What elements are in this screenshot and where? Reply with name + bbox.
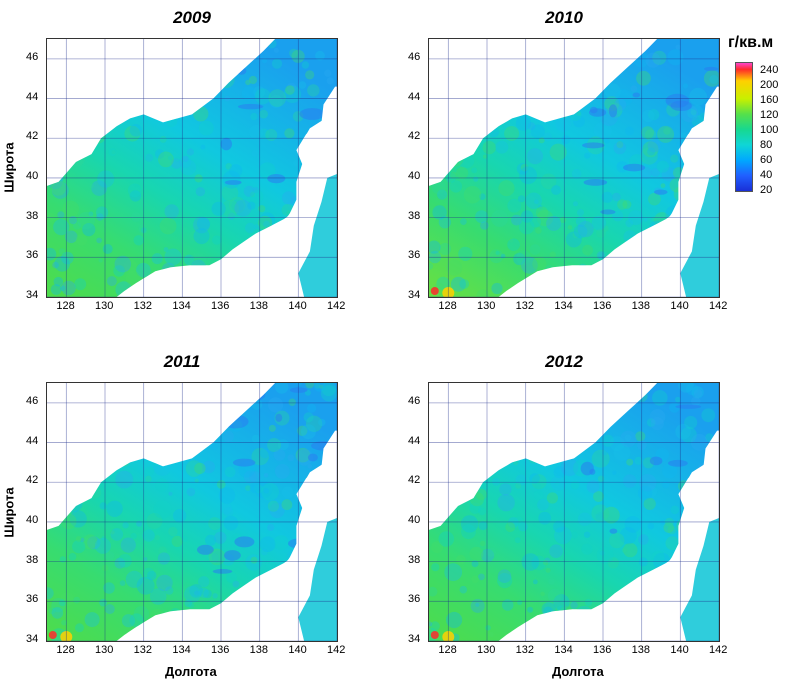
longitude-tick-label: 130 bbox=[477, 644, 496, 656]
panel-title-2011: 2011 bbox=[163, 352, 201, 371]
longitude-tick-label: 140 bbox=[670, 644, 689, 656]
legend-unit: г/кв.м bbox=[728, 34, 774, 51]
x-axis-title: Долгота bbox=[165, 664, 217, 679]
longitude-tick-label: 136 bbox=[211, 300, 230, 312]
longitude-tick-label: 138 bbox=[249, 644, 269, 656]
latitude-tick-label: 38 bbox=[26, 209, 39, 222]
latitude-tick-label: 46 bbox=[26, 394, 39, 407]
longitude-tick-label: 130 bbox=[95, 644, 114, 656]
pacific-sea bbox=[680, 518, 719, 641]
latitude-tick-label: 44 bbox=[26, 90, 39, 103]
longitude-tick-label: 128 bbox=[56, 300, 75, 312]
latitude-tick-label: 36 bbox=[408, 249, 421, 262]
latitude-tick-label: 44 bbox=[408, 434, 421, 447]
latitude-tick-label: 40 bbox=[26, 513, 39, 526]
longitude-tick-label: 142 bbox=[327, 300, 346, 312]
longitude-tick-label: 140 bbox=[288, 644, 307, 656]
latitude-tick-label: 36 bbox=[26, 249, 39, 262]
legend-tick-label: 20 bbox=[760, 184, 773, 196]
latitude-tick-label: 34 bbox=[26, 633, 39, 645]
legend-tick-label: 120 bbox=[760, 109, 779, 121]
chlorophyll-map bbox=[429, 383, 719, 641]
latitude-tick-label: 34 bbox=[408, 633, 421, 645]
legend-tick-label: 80 bbox=[760, 139, 773, 151]
japan-land bbox=[120, 86, 337, 297]
pacific-sea bbox=[298, 518, 337, 641]
longitude-tick-label: 138 bbox=[631, 300, 651, 312]
latitude-tick-label: 46 bbox=[26, 50, 39, 63]
longitude-tick-label: 130 bbox=[95, 300, 114, 312]
longitude-tick-label: 136 bbox=[593, 300, 612, 312]
panel-title-2012: 2012 bbox=[545, 352, 583, 371]
latitude-tick-label: 40 bbox=[408, 513, 421, 526]
latitude-tick-label: 40 bbox=[408, 169, 421, 182]
latitude-tick-label: 34 bbox=[408, 289, 421, 301]
longitude-tick-label: 132 bbox=[133, 644, 153, 656]
latitude-tick-label: 42 bbox=[408, 130, 421, 143]
longitude-tick-label: 142 bbox=[709, 300, 728, 312]
latitude-tick-label: 40 bbox=[26, 169, 39, 182]
longitude-tick-label: 138 bbox=[249, 300, 269, 312]
chlorophyll-map bbox=[47, 39, 337, 297]
longitude-tick-label: 132 bbox=[133, 300, 153, 312]
legend-tick-label: 160 bbox=[760, 94, 779, 106]
longitude-tick-label: 134 bbox=[172, 300, 191, 312]
longitude-tick-label: 134 bbox=[554, 644, 573, 656]
chlorophyll-map bbox=[47, 383, 337, 641]
longitude-tick-label: 142 bbox=[327, 644, 346, 656]
legend-tick-label: 60 bbox=[760, 154, 773, 166]
longitude-tick-label: 138 bbox=[631, 644, 651, 656]
longitude-tick-label: 132 bbox=[515, 300, 535, 312]
latitude-tick-label: 44 bbox=[26, 434, 39, 447]
latitude-tick-label: 46 bbox=[408, 50, 421, 63]
legend-tick-label: 240 bbox=[760, 64, 779, 76]
latitude-tick-label: 42 bbox=[26, 130, 39, 143]
latitude-tick-label: 38 bbox=[408, 209, 421, 222]
panel-title-2010: 2010 bbox=[545, 8, 583, 27]
japan-land bbox=[502, 86, 719, 297]
latitude-tick-label: 46 bbox=[408, 394, 421, 407]
y-axis-title: Широта bbox=[1, 142, 17, 193]
longitude-tick-label: 132 bbox=[515, 644, 535, 656]
longitude-tick-label: 140 bbox=[288, 300, 307, 312]
panel-title-2009: 2009 bbox=[173, 8, 211, 27]
longitude-tick-label: 134 bbox=[172, 644, 191, 656]
legend-color-bar bbox=[735, 62, 753, 192]
y-axis-title: Широта bbox=[1, 487, 17, 538]
japan-land bbox=[120, 430, 337, 641]
map-panel-2009 bbox=[46, 38, 338, 298]
chlorophyll-map bbox=[429, 39, 719, 297]
longitude-tick-label: 140 bbox=[670, 300, 689, 312]
japan-land bbox=[502, 430, 719, 641]
x-axis-title: Долгота bbox=[552, 664, 604, 679]
map-panel-2010 bbox=[428, 38, 720, 298]
latitude-tick-label: 38 bbox=[26, 553, 39, 566]
legend-tick-label: 40 bbox=[760, 169, 773, 181]
latitude-tick-label: 34 bbox=[26, 289, 39, 301]
longitude-tick-label: 136 bbox=[593, 644, 612, 656]
legend-tick-label: 200 bbox=[760, 79, 779, 91]
legend-tick-label: 100 bbox=[760, 124, 779, 136]
pacific-sea bbox=[680, 174, 719, 297]
longitude-tick-label: 128 bbox=[56, 644, 75, 656]
longitude-tick-label: 142 bbox=[709, 644, 728, 656]
map-panel-2011 bbox=[46, 382, 338, 642]
latitude-tick-label: 38 bbox=[408, 553, 421, 566]
pacific-sea bbox=[298, 174, 337, 297]
longitude-tick-label: 128 bbox=[438, 644, 457, 656]
longitude-tick-label: 130 bbox=[477, 300, 496, 312]
map-panel-2012 bbox=[428, 382, 720, 642]
latitude-tick-label: 44 bbox=[408, 90, 421, 103]
longitude-tick-label: 136 bbox=[211, 644, 230, 656]
latitude-tick-label: 36 bbox=[408, 593, 421, 606]
longitude-tick-label: 134 bbox=[554, 300, 573, 312]
latitude-tick-label: 42 bbox=[26, 474, 39, 487]
latitude-tick-label: 36 bbox=[26, 593, 39, 606]
longitude-tick-label: 128 bbox=[438, 300, 457, 312]
latitude-tick-label: 42 bbox=[408, 474, 421, 487]
